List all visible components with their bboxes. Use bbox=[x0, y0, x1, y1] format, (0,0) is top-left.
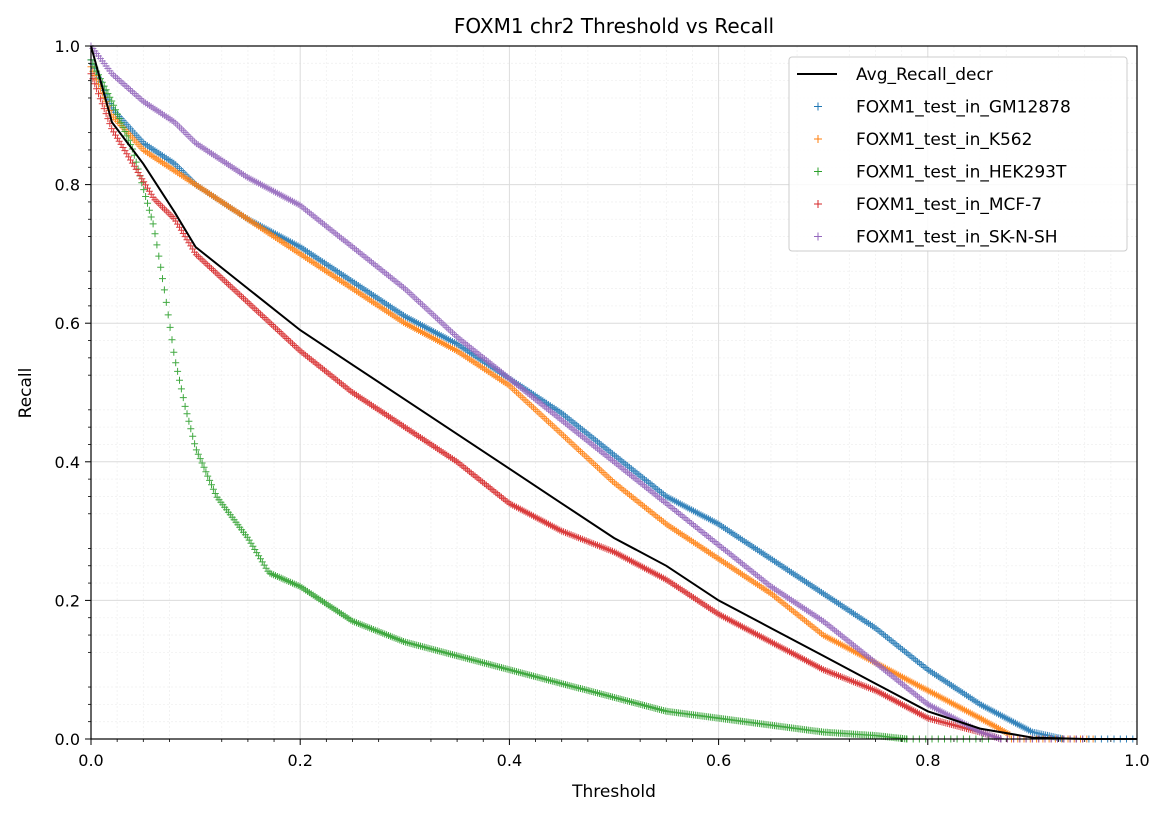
axes-ticks: 0.0 0.2 0.4 0.6 0.8 1.0 0.0 0.2 0.4 0.6 0.8 1.0 bbox=[55, 37, 1150, 770]
legend-box bbox=[788, 56, 1128, 252]
y-tick-label: 0.4 bbox=[55, 453, 80, 472]
y-tick-label: 0.2 bbox=[55, 591, 80, 610]
legend-label: FOXM1_test_in_K562 bbox=[856, 130, 1032, 150]
legend-item: Avg_Recall_decr bbox=[797, 65, 993, 85]
x-tick-label: 0.0 bbox=[78, 751, 103, 770]
x-tick-label: 0.2 bbox=[287, 751, 312, 770]
y-tick-label: 1.0 bbox=[55, 37, 80, 56]
x-axis-title: Threshold bbox=[571, 782, 656, 802]
legend-swatch-marker bbox=[814, 200, 822, 208]
legend-swatch-marker bbox=[814, 135, 822, 143]
legend-label: FOXM1_test_in_GM12878 bbox=[856, 98, 1071, 118]
legend-swatch-marker bbox=[814, 102, 822, 111]
y-tick-label: 0.8 bbox=[55, 176, 80, 195]
y-tick-label: 0.6 bbox=[55, 314, 80, 333]
legend-label: FOXM1_test_in_SK-N-SH bbox=[856, 228, 1058, 248]
legend-item: FOXM1_test_in_HEK293T bbox=[814, 163, 1067, 183]
legend-item: FOXM1_test_in_K562 bbox=[814, 130, 1032, 150]
legend-item: FOXM1_test_in_MCF-7 bbox=[814, 195, 1042, 215]
plot-series bbox=[87, 42, 1137, 743]
y-tick-label: 0.0 bbox=[55, 730, 80, 749]
x-tick-label: 0.6 bbox=[706, 751, 731, 770]
legend-item: FOXM1_test_in_SK-N-SH bbox=[814, 228, 1058, 248]
legend-label: FOXM1_test_in_MCF-7 bbox=[856, 195, 1042, 215]
series-Avg_Recall_decr bbox=[90, 45, 1137, 740]
x-tick-label: 1.0 bbox=[1124, 751, 1149, 770]
plot-frame bbox=[90, 45, 1138, 740]
x-tick-label: 0.8 bbox=[915, 751, 940, 770]
legend-label: Avg_Recall_decr bbox=[856, 65, 993, 85]
y-axis-title: Recall bbox=[16, 368, 36, 419]
legend-swatch-marker bbox=[814, 167, 822, 176]
legend-swatch-marker bbox=[814, 232, 822, 241]
chart-title: FOXM1 chr2 Threshold vs Recall bbox=[454, 14, 774, 38]
legend: Avg_Recall_decr FOXM1_test_in_GM12878 FOXM… bbox=[788, 56, 1128, 252]
legend-item: FOXM1_test_in_GM12878 bbox=[814, 98, 1071, 118]
legend-label: FOXM1_test_in_HEK293T bbox=[856, 163, 1067, 183]
x-tick-label: 0.4 bbox=[497, 751, 522, 770]
